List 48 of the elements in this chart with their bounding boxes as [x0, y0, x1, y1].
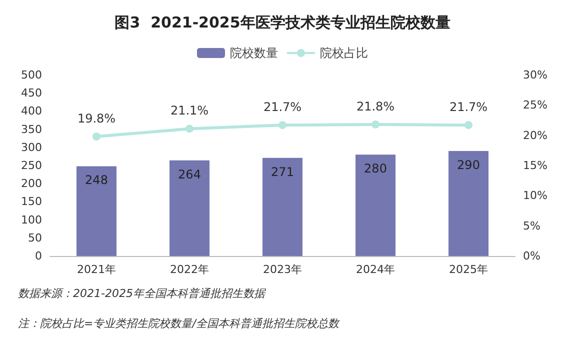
- x-tick-label: 2025年: [449, 263, 488, 276]
- y-tick-label: 450: [21, 86, 42, 100]
- y2-tick-label: 10%: [523, 189, 548, 202]
- data-label: 21.1%: [170, 104, 209, 118]
- bar: [448, 151, 488, 256]
- bar: [170, 160, 210, 256]
- point: [464, 121, 472, 130]
- text: 注：院校占比=专业类招生院校数量/全国本科普通批招生院校总数: [18, 317, 340, 330]
- y2-tick-label: 5%: [523, 219, 540, 232]
- y-tick-label: 0: [35, 250, 42, 262]
- data-label: 264: [178, 167, 201, 182]
- y2-tick-label: 20%: [523, 128, 548, 142]
- y2-tick-label: 25%: [523, 98, 548, 112]
- point: [278, 121, 286, 130]
- data-label: 21.8%: [356, 99, 395, 114]
- data-label: 21.7%: [449, 100, 488, 114]
- y-tick-label: 250: [21, 159, 42, 172]
- y-tick-label: 400: [21, 104, 42, 118]
- y-tick-label: 200: [21, 177, 42, 190]
- data-label: 19.8%: [77, 112, 116, 126]
- data-label: 248: [85, 173, 108, 188]
- y-tick-label: 350: [21, 122, 42, 136]
- source-note: 数据来源：2021-2025年全国本科普通批招生数据: [18, 287, 267, 300]
- y2-tick-label: 30%: [523, 68, 548, 82]
- bar: [76, 166, 116, 256]
- y-tick-label: 150: [21, 195, 42, 208]
- y-tick-label: 50: [28, 231, 42, 244]
- data-label: 290: [457, 158, 480, 172]
- bar: [356, 154, 396, 256]
- data-label: 21.7%: [263, 100, 302, 114]
- point: [372, 120, 380, 128]
- y2-tick-label: 15%: [523, 159, 548, 172]
- x-tick-label: 2023年: [263, 263, 302, 276]
- legend-label: 院校占比: [320, 46, 368, 60]
- y2-tick-label: 0%: [523, 250, 540, 262]
- y-tick-label: 300: [21, 140, 42, 154]
- x-tick-label: 2022年: [170, 263, 209, 276]
- point: [92, 132, 100, 141]
- point: [186, 124, 194, 133]
- legend-label: 院校数量: [230, 46, 278, 60]
- y-tick-label: 500: [21, 68, 42, 82]
- data-label: 271: [271, 164, 294, 179]
- data-label: 280: [364, 162, 387, 176]
- bar: [262, 158, 302, 256]
- y-tick-label: 100: [21, 213, 42, 226]
- chart-title: 图3 2021-2025年医学技术类专业招生院校数量: [114, 14, 450, 32]
- x-tick-label: 2021年: [77, 263, 116, 276]
- x-tick-label: 2024年: [356, 263, 395, 276]
